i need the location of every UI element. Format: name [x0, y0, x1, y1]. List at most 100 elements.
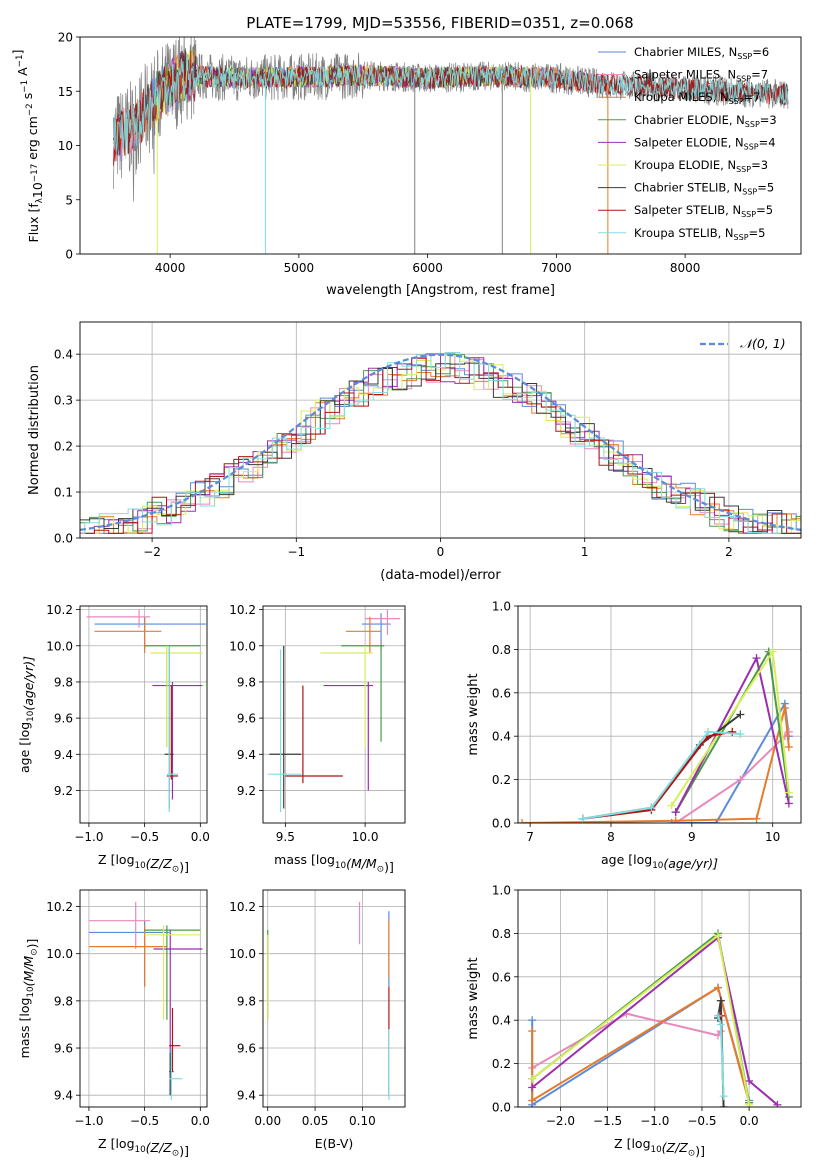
- spectrum-chart-xtick-label: 8000: [670, 261, 701, 275]
- mass-vs-metallicity-plot: [88, 901, 203, 1100]
- histogram-steps: [80, 352, 801, 534]
- mass-vs-ebv-points: [267, 901, 390, 1100]
- mass-vs-metallicity-xtick-label: −1.0: [74, 1114, 103, 1128]
- mass-vs-metallicity-ytick-label: 9.6: [54, 1042, 73, 1056]
- mass-vs-ebv-ytick-label: 10.0: [229, 947, 256, 961]
- mass-weight-vs-metallicity-ytick-label: 1.0: [492, 884, 511, 898]
- age-vs-metallicity-points: [86, 609, 206, 813]
- spectrum-chart-ytick-label: 15: [58, 85, 73, 99]
- mass-vs-ebv-frame: [262, 889, 406, 1108]
- residual-histogram-ytick-label: 0.0: [54, 532, 73, 546]
- mass-weight-vs-age-xtick-label: 10: [765, 830, 780, 844]
- mass-vs-ebv-ytick-label: 9.6: [237, 1042, 256, 1056]
- mass-weight-vs-age-frame: [517, 605, 802, 824]
- legend-entry: Kroupa STELIB, NSSP=5: [634, 226, 765, 242]
- age-vs-mass-plot: [267, 609, 401, 813]
- mass-weight-vs-age-ytick-label: 1.0: [492, 600, 511, 614]
- mass-vs-metallicity-points: [88, 901, 203, 1100]
- normal-legend-label: 𝒩(0, 1): [740, 336, 786, 351]
- legend-entry: Chabrier STELIB, NSSP=5: [634, 181, 774, 197]
- mass-vs-metallicity-xlabel: Z [log10(Z/Z⊙)]: [98, 1136, 189, 1159]
- age-vs-metallicity-xlabel: Z [log10(Z/Z⊙)]: [98, 852, 189, 875]
- histogram-xlabel: (data-model)/error: [380, 568, 501, 583]
- normal-curve: [80, 353, 801, 531]
- mass-vs-ebv-ytick-label: 10.2: [229, 900, 256, 914]
- mass-weight-vs-metallicity-ytick-label: 0.6: [492, 970, 511, 984]
- age-vs-metallicity-xtick-label: −0.5: [130, 830, 159, 844]
- mass-vs-metallicity-ylabel: mass [log10(M/M⊙)]: [17, 939, 40, 1059]
- mass-weight-vs-metallicity-plot: [528, 929, 782, 1107]
- residual-histogram-xtick-label: 2: [725, 545, 733, 559]
- spectrum-chart-xtick-label: 4000: [155, 261, 186, 275]
- mass-weight-vs-metallicity-xtick-label: 0.0: [740, 1114, 759, 1128]
- age-vs-metallicity-ytick-label: 9.8: [54, 675, 73, 689]
- mass-vs-ebv-ytick-label: 9.8: [237, 994, 256, 1008]
- mass-vs-ebv-grid: [263, 890, 405, 1107]
- figure-title: PLATE=1799, MJD=53556, FIBERID=0351, z=0…: [246, 14, 633, 32]
- mass-vs-ebv-xtick-label: 0.00: [254, 1114, 281, 1128]
- spectrum-chart-ytick-label: 10: [58, 139, 73, 153]
- spectrum-ylabel: Flux [fλ10−17 erg cm−2 s−1 A−1]: [10, 50, 45, 243]
- residual-histogram: −2 −1 0 1 2 0.0 0.1 0.2 0.3 0.4 (data-model)/error…: [27, 321, 802, 583]
- residual-histogram-plot: [80, 352, 801, 534]
- age-vs-metallicity-frame: [79, 605, 208, 824]
- mass-weight-vs-age-xtick-label: 7: [526, 830, 534, 844]
- mass-vs-ebv-ytick-label: 9.4: [237, 1089, 256, 1103]
- legend-entry: Salpeter MILES, NSSP=7: [634, 68, 768, 84]
- legend-entry: Chabrier ELODIE, NSSP=3: [634, 113, 777, 129]
- legend-entry: Salpeter ELODIE, NSSP=4: [634, 135, 776, 151]
- age-vs-metallicity: −1.0 −0.5 0.0 9.2 9.4 9.6 9.8 10.0 10.2 Z [log10(…: [17, 603, 210, 874]
- spectrum-chart-ytick-label: 5: [65, 193, 73, 207]
- legend-entry: Kroupa MILES, NSSP=7: [634, 90, 760, 106]
- age-vs-mass-ytick-label: 10.2: [229, 603, 256, 617]
- mass-weight-vs-age-lines: [518, 647, 793, 823]
- residual-histogram-xtick-label: 1: [581, 545, 589, 559]
- mass-vs-ebv-plot: [267, 901, 390, 1100]
- mass-vs-metallicity-ytick-label: 9.4: [54, 1089, 73, 1103]
- age-vs-metallicity-ytick-label: 9.2: [54, 784, 73, 798]
- mass-weight-vs-age-ylabel: mass weight: [466, 673, 481, 755]
- mass-weight-vs-age-plot: [518, 647, 793, 823]
- residual-histogram-ytick-label: 0.1: [54, 486, 73, 500]
- age-vs-mass-xtick-label: 9.5: [276, 830, 295, 844]
- residual-histogram-xtick-label: −2: [143, 545, 161, 559]
- mass-weight-vs-metallicity-ytick-label: 0.0: [492, 1101, 511, 1115]
- spectrum-lines: [113, 37, 789, 254]
- age-vs-mass-ytick-label: 10.0: [229, 639, 256, 653]
- mass-weight-vs-age: 7 8 9 10 0.0 0.2 0.4 0.6 0.8 1.0 age [log10(age/yr…: [466, 600, 802, 871]
- legend-entry: Kroupa ELODIE, NSSP=3: [634, 158, 768, 174]
- mass-weight-vs-metallicity-ytick-label: 0.2: [492, 1057, 511, 1071]
- residual-histogram-frame: [79, 321, 802, 539]
- legend-entry: Chabrier MILES, NSSP=6: [634, 45, 769, 61]
- histogram-ylabel: Normed distribution: [27, 365, 42, 495]
- age-vs-metallicity-plot: [86, 609, 206, 813]
- spectrum-chart-ytick-label: 20: [58, 31, 73, 45]
- age-vs-mass-xlabel: mass [log10(M/M⊙)]: [274, 852, 394, 875]
- histogram-series: [80, 352, 801, 534]
- weight-series: [531, 986, 751, 1103]
- mass-vs-ebv-xlabel: E(B-V): [315, 1136, 354, 1151]
- residual-histogram-ytick-label: 0.4: [54, 348, 73, 362]
- mass-weight-vs-age-ytick-label: 0.6: [492, 686, 511, 700]
- mass-vs-metallicity-grid: [80, 890, 207, 1107]
- mass-weight-vs-metallicity-ylabel: mass weight: [466, 957, 481, 1039]
- weight-series: [582, 730, 733, 820]
- mass-weight-vs-metallicity-xtick-label: −1.0: [640, 1114, 669, 1128]
- mass-vs-metallicity-xtick-label: 0.0: [191, 1114, 210, 1128]
- mass-vs-ebv-xtick-label: 0.05: [302, 1114, 329, 1128]
- mass-weight-vs-metallicity-xtick-label: −2.0: [546, 1114, 575, 1128]
- age-vs-metallicity-ytick-label: 9.4: [54, 748, 73, 762]
- residual-histogram-xtick-label: 0: [437, 545, 445, 559]
- mass-weight-vs-age-xtick-label: 8: [607, 830, 615, 844]
- age-vs-metallicity-ytick-label: 10.0: [46, 639, 73, 653]
- residual-histogram-ytick-label: 0.3: [54, 394, 73, 408]
- age-vs-mass-points: [267, 609, 401, 813]
- residual-histogram-ytick-label: 0.2: [54, 440, 73, 454]
- mass-weight-vs-metallicity-frame: [517, 889, 802, 1108]
- mass-weight-vs-metallicity: −2.0 −1.5 −1.0 −0.5 0.0 0.0 0.2 0.4 0.6 0.8 1.0 Z […: [466, 884, 802, 1159]
- spectrum-chart-xtick-label: 5000: [284, 261, 315, 275]
- age-vs-metallicity-ytick-label: 9.6: [54, 712, 73, 726]
- histogram-series: [80, 362, 801, 534]
- mass-weight-vs-metallicity-xtick-label: −0.5: [687, 1114, 716, 1128]
